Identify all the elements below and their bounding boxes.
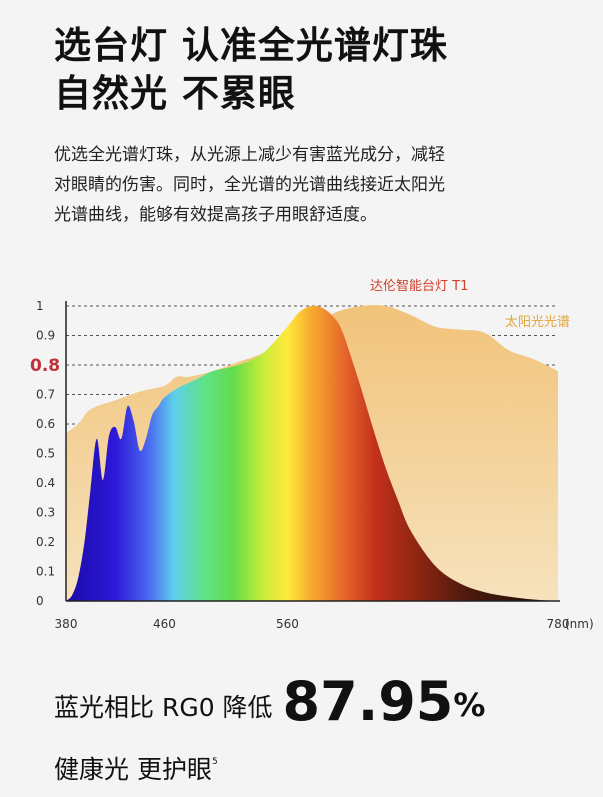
chart-axes bbox=[65, 301, 560, 602]
lamp-spectrum-fill bbox=[66, 305, 558, 601]
x-axis-unit: (nm) bbox=[565, 617, 594, 631]
healthy-light-tagline: 健康光 更护眼5 bbox=[54, 742, 218, 790]
y-tick-label: 0.9 bbox=[36, 329, 55, 343]
x-tick-label: 380 bbox=[55, 617, 78, 631]
reduction-value: 87.95 bbox=[282, 670, 454, 733]
y-tick-labels: 0 0.1 0.2 0.3 0.4 0.5 0.6 0.7 0.8 0.9 1 bbox=[30, 299, 60, 608]
headline: 选台灯 认准全光谱灯珠 自然光 不累眼 bbox=[54, 22, 448, 118]
description-line-1: 优选全光谱灯珠，从光源上减少有害蓝光成分，减轻 bbox=[54, 145, 445, 165]
y-tick-label: 0.4 bbox=[36, 476, 55, 490]
description-line-3: 光谱曲线，能够有效提高孩子用眼舒适度。 bbox=[54, 205, 377, 225]
series-label-sunlight: 太阳光光谱 bbox=[505, 315, 570, 330]
y-tick-label: 0.1 bbox=[36, 565, 55, 579]
x-tick-label: 780 bbox=[547, 617, 570, 631]
description: 优选全光谱灯珠，从光源上减少有害蓝光成分，减轻 对眼睛的伤害。同时，全光谱的光谱… bbox=[54, 140, 554, 230]
x-tick-labels: 380 460 560 780 bbox=[55, 617, 570, 631]
reduction-unit: % bbox=[453, 686, 486, 724]
spectrum-chart-svg: 0 0.1 0.2 0.3 0.4 0.5 0.6 0.7 0.8 0.9 1 380 460 560 7… bbox=[30, 279, 594, 631]
y-tick-label: 0.7 bbox=[36, 388, 55, 402]
description-line-2: 对眼睛的伤害。同时，全光谱的光谱曲线接近太阳光 bbox=[54, 175, 445, 195]
y-tick-label: 0 bbox=[36, 594, 44, 608]
y-tick-label: 0.6 bbox=[36, 417, 55, 431]
x-tick-label: 460 bbox=[153, 617, 176, 631]
tagline-text: 健康光 更护眼 bbox=[54, 755, 212, 784]
y-tick-label-highlight: 0.8 bbox=[30, 356, 60, 376]
headline-line-2: 自然光 不累眼 bbox=[54, 72, 296, 115]
y-tick-label: 1 bbox=[36, 299, 44, 313]
y-tick-label: 0.3 bbox=[36, 506, 55, 520]
spectrum-chart: 0 0.1 0.2 0.3 0.4 0.5 0.6 0.7 0.8 0.9 1 380 460 560 7… bbox=[0, 268, 603, 648]
headline-line-1: 选台灯 认准全光谱灯珠 bbox=[54, 24, 448, 67]
footnote-marker: 5 bbox=[211, 757, 218, 767]
y-tick-label: 0.5 bbox=[36, 447, 55, 461]
reduction-prefix: 蓝光相比 RG0 降低 bbox=[54, 693, 273, 722]
x-tick-label: 560 bbox=[276, 617, 299, 631]
blue-light-reduction: 蓝光相比 RG0 降低 87.95% bbox=[54, 672, 485, 738]
lamp-spectrum-area bbox=[66, 305, 558, 601]
series-label-lamp: 达伦智能台灯 T1 bbox=[370, 279, 468, 294]
y-tick-label: 0.2 bbox=[36, 535, 55, 549]
